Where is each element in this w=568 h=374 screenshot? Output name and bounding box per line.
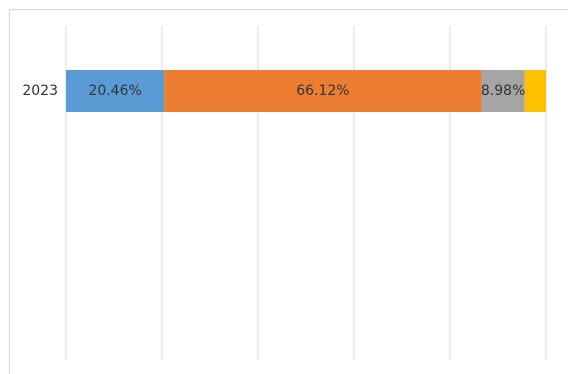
chart-frame: [9, 9, 568, 374]
bar-segment: [66, 70, 165, 112]
data-label: 8.98%: [481, 83, 525, 99]
data-label: 66.12%: [296, 83, 349, 99]
y-tick-label: 2023: [22, 83, 58, 99]
bar-segment: [481, 70, 525, 112]
bar-segment: [164, 70, 482, 112]
bar-segment: [524, 70, 546, 112]
data-label: 20.46%: [88, 83, 141, 99]
